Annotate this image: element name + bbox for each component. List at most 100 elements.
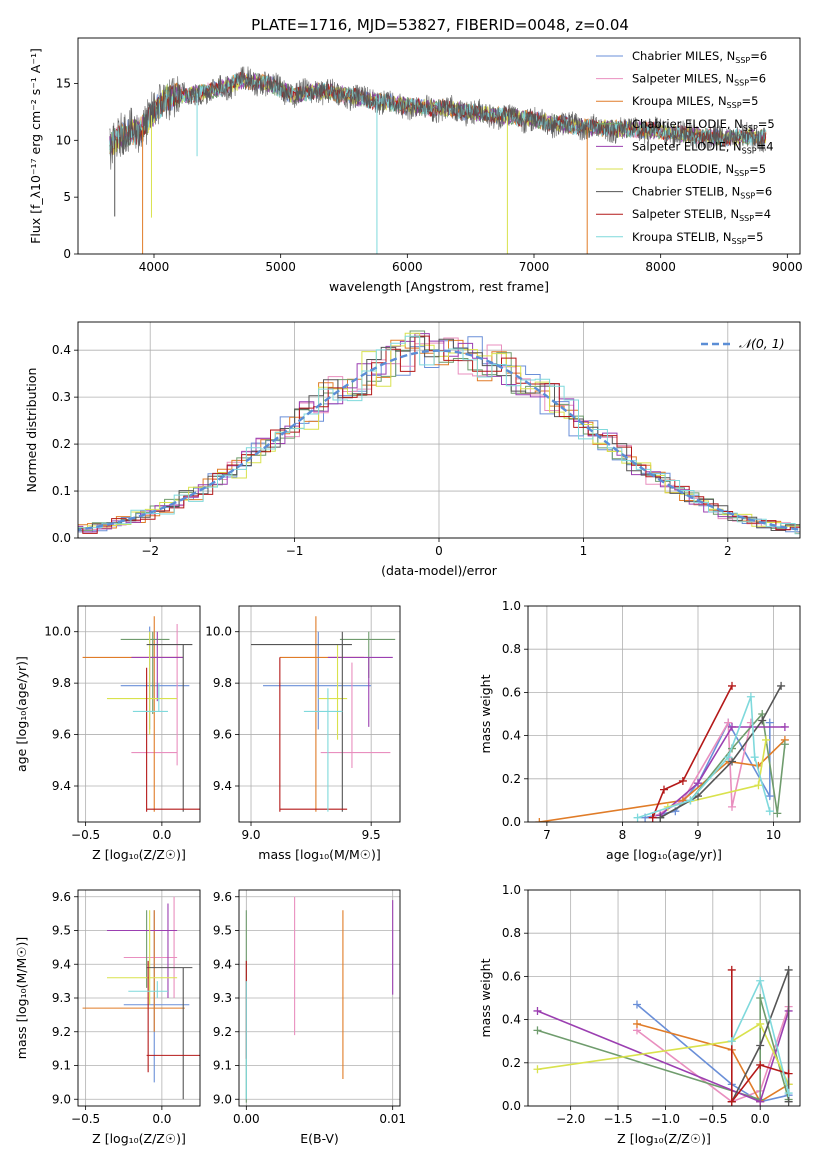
x-tick-label: 0.00 (233, 1112, 260, 1126)
y-tick-label: 9.0 (52, 1092, 71, 1106)
y-axis-label: mass weight (478, 674, 493, 753)
legend-entry-nssp: =6 (755, 185, 772, 199)
x-axis-label: Z [log₁₀(Z/Z☉)] (617, 1131, 711, 1146)
legend-entry-nssp: =5 (747, 230, 764, 244)
weight-line (637, 696, 771, 819)
x-tick-label: −2 (141, 544, 159, 558)
weight-marker (784, 1089, 793, 1098)
mass-vs-z-panel: −0.5 0.0 9.0 9.1 9.2 9.3 9.4 9.5 9.6 Z [log₁₀(Z/Z… (14, 889, 201, 1146)
y-tick-label: 9.2 (52, 1025, 71, 1039)
y-tick-label: 9.8 (52, 676, 71, 690)
y-tick-label: 0.4 (502, 1013, 521, 1027)
y-tick-label: 9.5 (52, 924, 71, 938)
weight-marker (694, 779, 702, 788)
weight-marker (762, 735, 770, 744)
weight-marker (656, 813, 665, 822)
x-tick-label: −0.5 (71, 1112, 100, 1126)
weight-line (731, 969, 790, 1103)
weight-marker (756, 1097, 765, 1106)
y-tick-label: 9.4 (52, 957, 71, 971)
legend-entry-sub: SSP (735, 56, 750, 65)
x-axis-label: wavelength [Angstrom, rest frame] (329, 279, 549, 294)
weight-marker (724, 718, 733, 727)
legend-entry-sub: SSP (734, 169, 749, 178)
legend-entry: Kroupa MILES, NSSP=5 (632, 94, 758, 110)
weight-marker (784, 965, 793, 974)
axes-frame (527, 605, 801, 823)
weight-marker (780, 740, 789, 749)
y-tick-label: 0.2 (502, 1056, 521, 1070)
weight-marker (728, 757, 736, 766)
weight-marker (533, 1026, 542, 1035)
weight-marker (633, 813, 642, 822)
x-tick-label: 0.0 (152, 828, 171, 842)
legend-entry: Chabrier STELIB, NSSP=6 (632, 185, 772, 201)
weight-marker (728, 802, 736, 811)
x-tick-label: −1.0 (651, 1112, 680, 1126)
legend-entry-sub: SSP (743, 124, 758, 133)
weight-marker (777, 681, 786, 690)
x-tick-label: 8 (619, 828, 627, 842)
x-tick-label: −0.5 (71, 828, 100, 842)
legend-entry-nssp: =5 (742, 94, 759, 108)
weight-marker (784, 1097, 793, 1106)
weight-line (659, 685, 782, 819)
y-tick-label: 9.8 (213, 676, 232, 690)
legend-entry-nssp: =4 (757, 139, 774, 153)
gaussian-curve (78, 349, 800, 532)
y-tick-label: 9.0 (213, 1092, 232, 1106)
axes-frame (77, 37, 801, 255)
weight-line (659, 726, 785, 817)
weight-marker (727, 965, 736, 974)
x-tick-label: −0.5 (698, 1112, 727, 1126)
y-tick-label: 0.8 (502, 642, 521, 656)
weight-vs-z-panel: −2.0 −1.5 −1.0 −0.5 0.0 0.0 0.2 0.4 0.6 0.8 1.0 Z [… (478, 883, 801, 1146)
histogram-series (78, 336, 800, 531)
legend-entry: Salpeter ELODIE, NSSP=4 (632, 139, 774, 155)
legend-entry-name: Salpeter STELIB, N (632, 207, 739, 221)
legend-entry-name: Salpeter ELODIE, N (632, 139, 742, 153)
grid (78, 890, 200, 1106)
weight-line (537, 1010, 790, 1103)
plot-area (109, 66, 767, 254)
axes-frame (527, 889, 801, 1107)
weight-marker (756, 1060, 765, 1069)
plot-area (535, 681, 789, 822)
weight-marker (686, 796, 695, 805)
legend-entry-sub: SSP (734, 79, 749, 88)
x-tick-label: −1.5 (603, 1112, 632, 1126)
weight-marker (758, 716, 767, 725)
y-tick-label: 10.0 (44, 625, 71, 639)
y-tick-label: 0.4 (502, 729, 521, 743)
x-tick-label: 2 (724, 544, 732, 558)
legend-entry-nssp: =5 (749, 162, 766, 176)
y-tick-label: 9.5 (213, 924, 232, 938)
y-tick-label: 9.3 (213, 991, 232, 1005)
x-tick-label: 5000 (265, 260, 296, 274)
y-axis-label: age [log₁₀(age/yr)] (14, 656, 29, 772)
plot-area (82, 616, 200, 812)
weight-marker (678, 776, 687, 785)
weight-marker (746, 692, 755, 701)
weight-marker (750, 753, 759, 762)
x-axis-label: Z [log₁₀(Z/Z☉)] (92, 847, 186, 862)
legend-entry: Kroupa ELODIE, NSSP=5 (632, 162, 766, 178)
legend-entry: Kroupa STELIB, NSSP=5 (632, 230, 763, 246)
grid (239, 606, 400, 822)
weight-marker (727, 1037, 736, 1046)
legend-entry-name: Kroupa MILES, N (632, 94, 727, 108)
y-tick-label: 0 (63, 247, 71, 261)
age-vs-z-panel: −0.5 0.0 9.4 9.6 9.8 10.0 Z [log₁₀(Z/Z☉)] age [… (14, 605, 201, 862)
y-tick-label: 0.8 (502, 926, 521, 940)
y-tick-label: 0.2 (52, 437, 71, 451)
legend-entry-nssp: =4 (754, 207, 771, 221)
y-tick-label: 0.0 (52, 531, 71, 545)
y-tick-label: 1.0 (502, 599, 521, 613)
spectrum-panel: 4000 5000 6000 7000 8000 9000 0 5 10 15 wavelength… (28, 37, 803, 294)
weight-marker (660, 785, 668, 794)
y-tick-label: 0.1 (52, 484, 71, 498)
y-axis-label: Normed distribution (24, 368, 39, 493)
weight-marker (727, 1097, 736, 1106)
legend-entry-sub: SSP (732, 237, 747, 246)
y-tick-label: 10.0 (205, 625, 232, 639)
